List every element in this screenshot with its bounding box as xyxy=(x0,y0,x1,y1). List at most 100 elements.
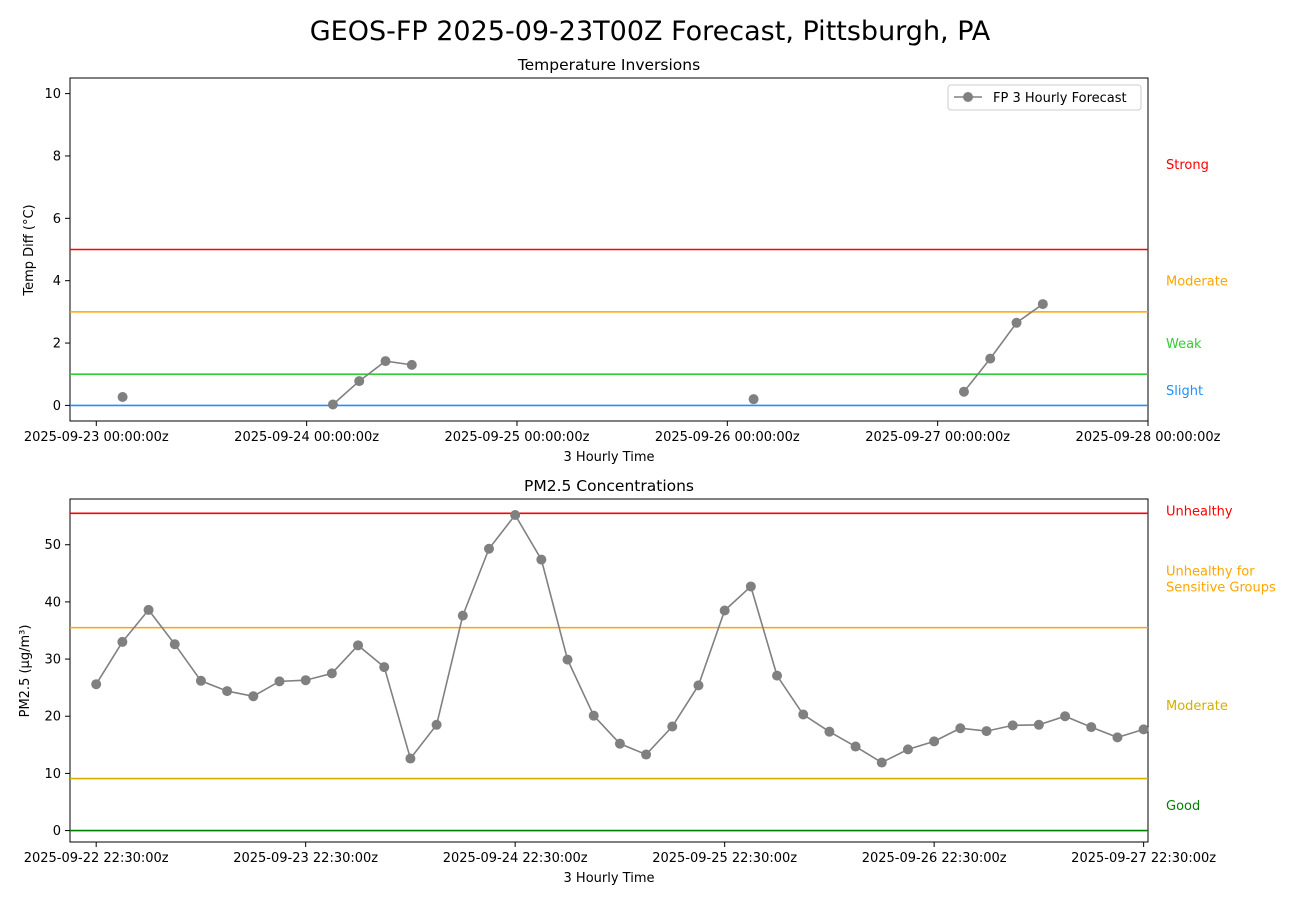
pm25-data-point xyxy=(300,675,311,686)
pm25-x-tick-label: 2025-09-27 22:30:00z xyxy=(1071,851,1216,866)
pm25-data-point xyxy=(510,510,521,521)
temperature-x-tick-label: 2025-09-27 00:00:00z xyxy=(865,430,1010,445)
pm25-data-point xyxy=(379,662,390,673)
temperature-data-point xyxy=(354,376,365,387)
pm25-y-tick-label: 30 xyxy=(44,653,61,668)
pm25-data-point xyxy=(667,721,678,732)
pm25-data-point xyxy=(1138,724,1149,735)
pm25-data-point xyxy=(614,738,625,749)
temperature-x-tick-label: 2025-09-25 00:00:00z xyxy=(445,430,590,445)
temperature-threshold-label-2: Weak xyxy=(1166,337,1202,352)
temperature-y-tick-label: 4 xyxy=(53,274,61,289)
legend-box xyxy=(947,84,1142,111)
pm25-data-point xyxy=(588,710,599,721)
temperature-data-point xyxy=(748,394,759,405)
temperature-threshold-label-1: Moderate xyxy=(1166,275,1228,290)
temperature-series xyxy=(117,299,1048,410)
pm25-x-ticks: 2025-09-22 22:30:00z 2025-09-23 22:30:00z… xyxy=(24,842,1216,866)
temperature-y-axis-label: Temp Diff (°C) xyxy=(22,204,37,296)
temperature-y-ticks: 0 2 4 6 8 10 xyxy=(44,87,70,414)
pm25-data-point xyxy=(248,691,259,702)
temperature-x-tick-label: 2025-09-26 00:00:00z xyxy=(655,430,800,445)
pm25-data-point xyxy=(1086,722,1097,733)
pm25-data-point xyxy=(326,668,337,679)
pm25-series xyxy=(91,510,1149,768)
temperature-threshold-label-0: Strong xyxy=(1166,158,1209,173)
pm25-x-tick-label: 2025-09-25 22:30:00z xyxy=(652,851,797,866)
pm25-data-point xyxy=(902,744,913,755)
pm25-threshold-label-1: Unhealthy for Sensitive Groups xyxy=(1166,564,1276,595)
temperature-chart-title: Temperature Inversions xyxy=(517,56,700,74)
temperature-y-tick-label: 10 xyxy=(44,87,61,102)
figure-title: GEOS-FP 2025-09-23T00Z Forecast, Pittsbu… xyxy=(310,16,991,47)
temperature-threshold-lines xyxy=(70,248,1148,407)
temperature-y-tick-label: 0 xyxy=(53,399,61,414)
pm25-plot-frame xyxy=(69,498,1149,843)
temperature-data-point xyxy=(327,399,338,410)
pm25-data-point xyxy=(824,726,835,737)
pm25-y-tick-label: 40 xyxy=(44,595,61,610)
pm25-data-point xyxy=(457,610,468,621)
pm25-data-point xyxy=(981,726,992,737)
pm25-data-point xyxy=(745,581,756,592)
temperature-y-tick-label: 8 xyxy=(53,149,61,164)
pm25-data-point xyxy=(536,554,547,565)
pm25-x-tick-label: 2025-09-23 22:30:00z xyxy=(233,851,378,866)
temperature-data-point xyxy=(985,353,996,364)
temperature-data-point xyxy=(380,356,391,367)
pm25-series-line xyxy=(95,513,1144,764)
temperature-series-line xyxy=(963,303,1044,393)
pm25-threshold-labels: Unhealthy Unhealthy for Sensitive Groups Mo… xyxy=(1166,504,1276,813)
pm25-y-tick-label: 0 xyxy=(53,824,61,839)
pm25-data-point xyxy=(929,736,940,747)
pm25-x-tick-label: 2025-09-22 22:30:00z xyxy=(24,851,169,866)
pm25-data-point xyxy=(850,741,861,752)
temperature-series-line xyxy=(332,360,412,406)
pm25-data-point xyxy=(91,679,102,690)
pm25-data-point xyxy=(772,670,783,681)
temperature-data-point xyxy=(1037,299,1048,310)
pm25-data-point xyxy=(562,654,573,665)
pm25-threshold-label-0: Unhealthy xyxy=(1166,504,1233,519)
temperature-x-axis-label: 3 Hourly Time xyxy=(564,450,655,465)
pm25-data-point xyxy=(431,719,442,730)
pm25-data-point xyxy=(1007,720,1018,731)
temperature-data-point xyxy=(958,386,969,397)
pm25-data-point xyxy=(1112,732,1123,743)
pm25-data-point xyxy=(1033,719,1044,730)
pm25-threshold-label-3: Good xyxy=(1166,799,1200,814)
temperature-x-tick-label: 2025-09-23 00:00:00z xyxy=(24,430,169,445)
temperature-x-tick-label: 2025-09-24 00:00:00z xyxy=(234,430,379,445)
pm25-data-point xyxy=(876,757,887,768)
pm25-data-point xyxy=(693,680,704,691)
pm25-y-tick-label: 20 xyxy=(44,710,61,725)
pm25-y-ticks: 0 10 20 30 40 50 xyxy=(44,538,70,839)
pm25-panel: PM2.5 Concentrations 0 10 20 30 40 50 2025-09… xyxy=(18,477,1276,886)
pm25-data-point xyxy=(353,640,364,651)
pm25-chart-title: PM2.5 Concentrations xyxy=(524,477,694,495)
pm25-y-tick-label: 50 xyxy=(44,538,61,553)
temperature-legend: FP 3 Hourly Forecast xyxy=(947,84,1142,111)
temperature-data-point xyxy=(406,359,417,370)
pm25-data-point xyxy=(955,723,966,734)
pm25-x-tick-label: 2025-09-26 22:30:00z xyxy=(862,851,1007,866)
legend-entry-label: FP 3 Hourly Forecast xyxy=(993,91,1127,106)
pm25-x-tick-label: 2025-09-24 22:30:00z xyxy=(443,851,588,866)
pm25-threshold-lines xyxy=(70,512,1148,832)
pm25-x-axis-label: 3 Hourly Time xyxy=(564,871,655,886)
pm25-data-point xyxy=(798,709,809,720)
pm25-data-point xyxy=(117,636,128,647)
temperature-data-point xyxy=(117,391,128,402)
temperature-threshold-label-3: Slight xyxy=(1166,384,1203,399)
pm25-data-point xyxy=(719,605,730,616)
temperature-y-tick-label: 2 xyxy=(53,337,61,352)
temperature-x-tick-label: 2025-09-28 00:00:00z xyxy=(1076,430,1221,445)
pm25-data-point xyxy=(222,686,233,697)
pm25-data-point xyxy=(1060,711,1071,722)
temperature-inversion-panel: Temperature Inversions 0 2 4 6 8 10 2025-09-2… xyxy=(22,56,1228,465)
pm25-y-tick-label: 10 xyxy=(44,767,61,782)
pm25-threshold-label-2: Moderate xyxy=(1166,699,1228,714)
pm25-data-point xyxy=(169,639,180,650)
temperature-x-ticks: 2025-09-23 00:00:00z 2025-09-24 00:00:00z… xyxy=(24,421,1221,445)
